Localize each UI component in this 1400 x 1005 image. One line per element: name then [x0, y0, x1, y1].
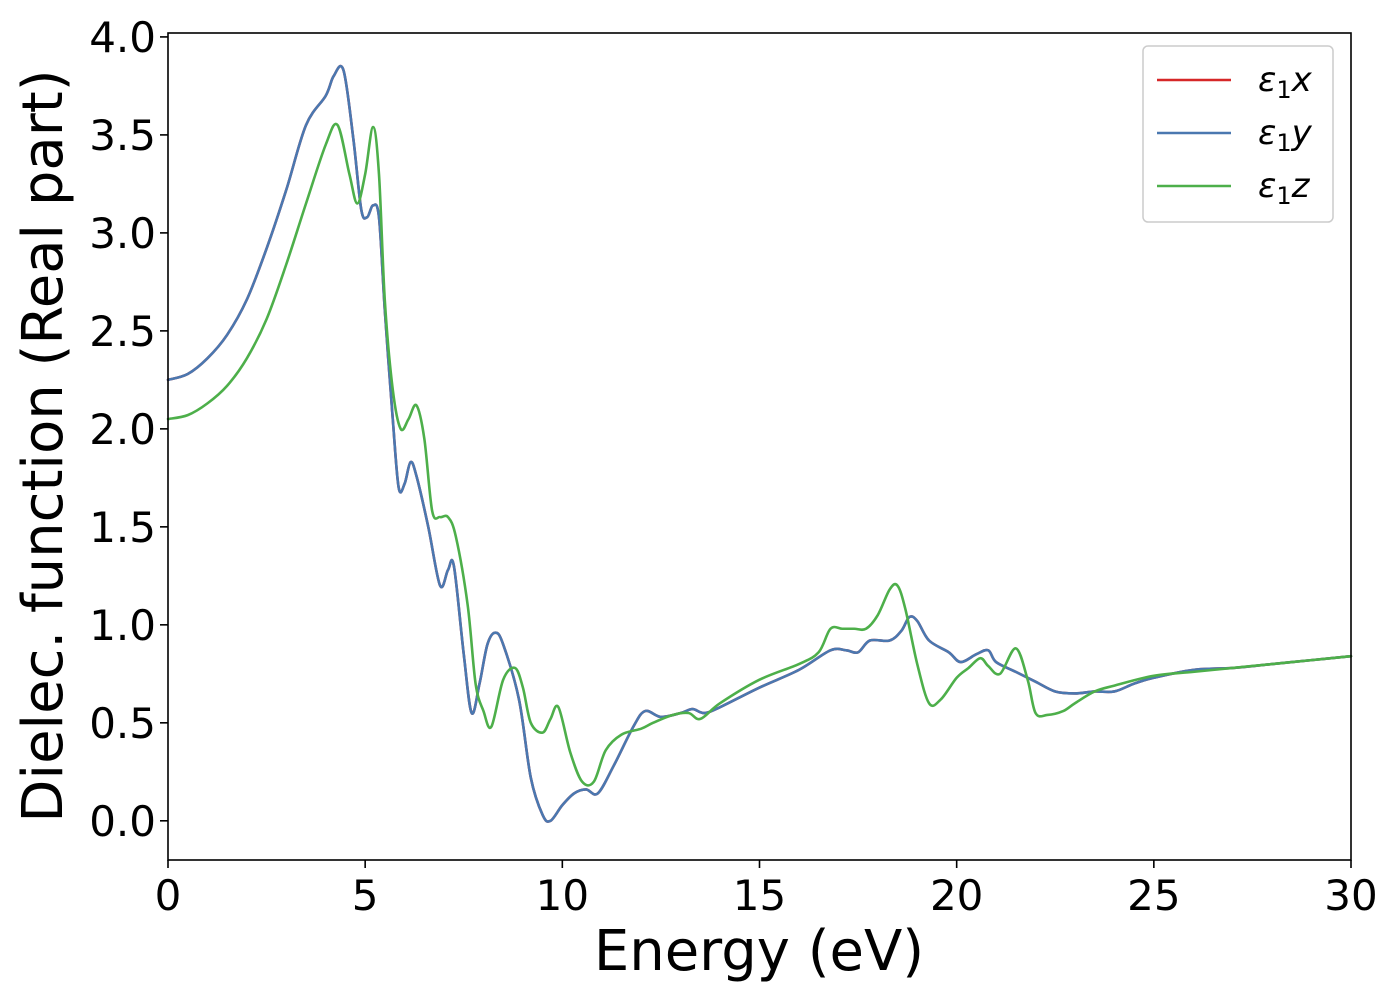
y-tick-label: 2.5 [89, 307, 156, 356]
x-axis-label: Energy (eV) [594, 919, 924, 984]
y-axis-label: Dielec. function (Real part) [11, 69, 76, 822]
legend-suffix: y [1291, 113, 1313, 153]
x-tick-label: 5 [352, 871, 379, 920]
x-tick-label: 30 [1324, 871, 1377, 920]
y-axis-ticks: 0.0 0.5 1.0 1.5 2.0 2.5 3.0 3.5 4.0 [89, 13, 168, 846]
legend-label-z: ε1z [1258, 166, 1311, 210]
x-axis-ticks: 0 5 10 15 20 25 30 [155, 860, 1378, 920]
legend-subscript: 1 [1276, 76, 1291, 104]
legend-symbol: ε [1258, 166, 1276, 206]
x-tick-label: 10 [536, 871, 589, 920]
series-line-z [166, 122, 1353, 787]
y-tick-label: 4.0 [89, 13, 156, 62]
legend-subscript: 1 [1276, 182, 1291, 210]
x-tick-label: 20 [930, 871, 983, 920]
legend-symbol: ε [1258, 60, 1276, 100]
series-line-y [166, 64, 1353, 823]
legend-box [1142, 45, 1334, 223]
y-tick-label: 2.0 [89, 405, 156, 454]
x-tick-label: 0 [155, 871, 182, 920]
legend-subscript: 1 [1276, 129, 1291, 157]
x-tick-label: 25 [1127, 871, 1180, 920]
y-tick-label: 3.5 [89, 111, 156, 160]
y-tick-label: 3.0 [89, 209, 156, 258]
legend-label-y: ε1y [1258, 113, 1313, 157]
legend-label-x: ε1x [1258, 60, 1313, 104]
series-layer [166, 64, 1353, 823]
x-tick-label: 15 [733, 871, 786, 920]
y-tick-label: 0.5 [89, 699, 156, 748]
y-tick-label: 1.5 [89, 503, 156, 552]
legend-suffix: z [1291, 166, 1311, 206]
legend-symbol: ε [1258, 113, 1276, 153]
legend-suffix: x [1291, 60, 1313, 100]
y-tick-label: 1.0 [89, 601, 156, 650]
y-tick-label: 0.0 [89, 797, 156, 846]
